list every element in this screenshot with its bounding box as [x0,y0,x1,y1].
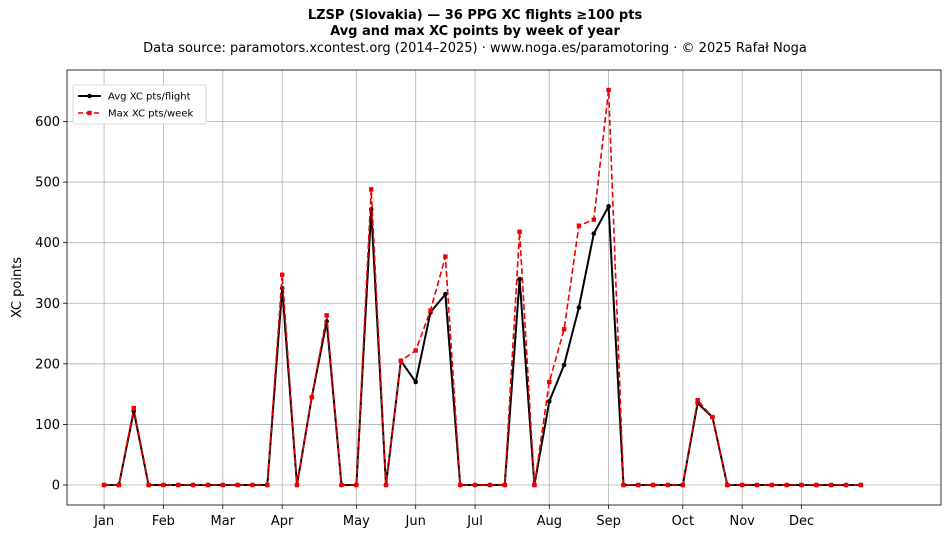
x-tick-label: Jun [405,514,426,529]
max-data-point [576,223,582,228]
max-series-line [104,89,861,486]
y-tick-label: 500 [35,176,60,191]
max-data-point [265,482,270,488]
max-data-point [814,482,819,488]
max-data-point [754,482,760,488]
max-data-point [205,482,211,488]
max-data-point [532,482,537,488]
max-data-point [101,482,107,488]
max-data-point [680,482,686,488]
max-data-point [769,482,775,488]
y-tick-label: 600 [35,115,60,130]
legend-avg-label: Avg XC pts/flight [108,92,191,103]
max-data-point [710,414,715,420]
max-data-point [428,308,433,313]
legend-box [72,84,207,125]
max-data-point [383,482,389,488]
max-data-point [146,482,151,488]
max-data-point [458,482,463,488]
avg-data-point [591,231,597,236]
data-source-note: Data source: paramotors.xcontest.org (20… [143,41,807,56]
max-data-point [309,394,315,400]
y-axis-label: XC points [10,257,25,318]
legend-avg-marker [87,93,92,99]
max-data-point [487,482,493,488]
x-tick-label: Feb [152,514,175,529]
legend-max-label: Max XC pts/week [108,109,193,120]
max-data-point [636,482,641,488]
max-data-point [472,482,478,488]
x-tick-label: Jan [93,514,114,529]
max-data-point [695,397,700,403]
chart-title: LZSP (Slovakia) — 36 PPG XC flights ≥100… [307,8,643,23]
x-tick-label: Dec [789,514,814,529]
max-data-point [606,87,611,93]
max-data-point [843,482,849,488]
max-data-point [339,482,344,488]
max-data-point [161,482,166,488]
avg-data-point [606,204,611,209]
y-tick-label: 400 [35,236,60,251]
max-data-point [799,482,804,488]
plot-frame [66,69,942,506]
max-data-point [250,482,255,488]
y-tick-label: 0 [52,479,60,494]
y-tick-label: 100 [35,418,60,433]
max-data-point [784,482,789,488]
avg-data-point [517,276,522,282]
legend-max-marker [87,110,92,116]
max-data-point [368,187,374,192]
max-data-point [190,482,196,488]
x-tick-label: Aug [537,514,562,529]
max-data-point [176,482,181,488]
x-tick-label: Oct [672,514,694,529]
avg-series-line [104,205,861,486]
max-data-point [235,482,240,488]
y-tick-label: 300 [35,297,60,312]
max-data-point [547,379,552,385]
max-data-point [665,482,671,488]
legend: Avg XC pts/flight Max XC pts/week [72,84,207,125]
avg-data-point [413,379,419,385]
max-data-point [279,272,285,277]
max-data-point [131,405,136,411]
chart-titles: LZSP (Slovakia) — 36 PPG XC flights ≥100… [0,8,950,57]
max-data-point [502,482,507,488]
x-tick-label: Apr [271,514,294,529]
chart-subtitle: Avg and max XC points by week of year [330,24,620,39]
max-data-point [517,229,522,234]
max-data-point [858,482,864,488]
max-data-point [398,358,404,364]
max-data-point [116,482,122,488]
x-tick-label: Mar [211,514,236,529]
avg-data-point [443,291,448,297]
max-data-point [621,482,626,488]
max-data-point [725,482,730,488]
max-data-point [561,327,567,332]
max-data-point [220,482,226,488]
max-data-point [294,482,300,488]
y-tick-label: 200 [35,357,60,372]
x-tick-label: Jul [466,514,483,529]
avg-data-point [561,362,567,368]
max-data-point [413,348,418,353]
max-data-point [828,482,834,488]
max-data-point [443,254,448,259]
max-data-point [324,313,329,318]
max-data-point [354,482,359,488]
avg-data-point [576,305,582,310]
x-tick-label: Sep [596,514,621,529]
max-data-point [591,217,596,222]
x-tick-label: Nov [729,514,755,529]
max-data-point [650,482,656,488]
avg-data-point [546,399,552,404]
max-data-point [739,482,745,488]
x-tick-label: May [343,514,370,529]
